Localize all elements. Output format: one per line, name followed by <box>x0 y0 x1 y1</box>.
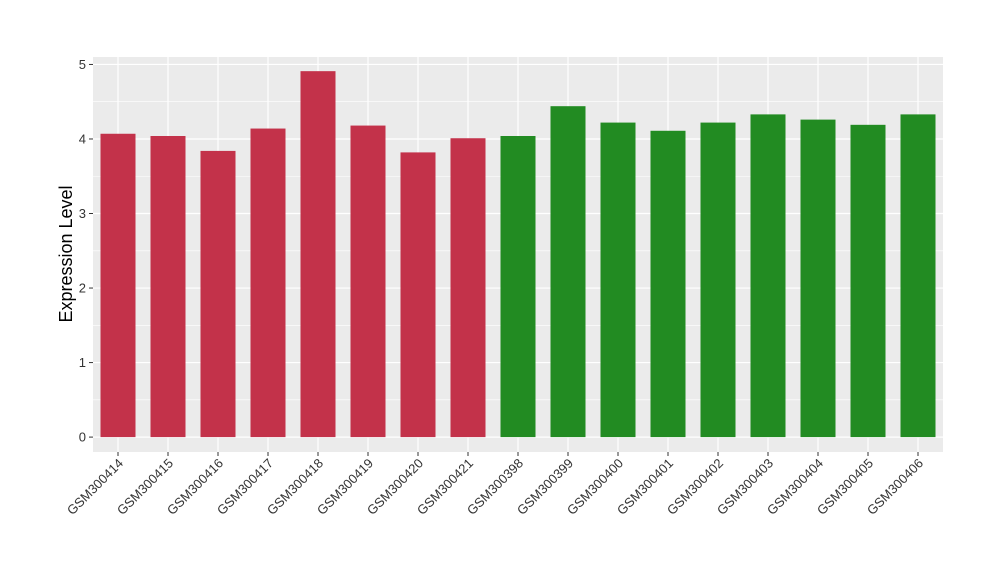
bar-GSM300415 <box>150 136 186 438</box>
bar-GSM300416 <box>200 150 236 438</box>
y-tick-label: 1 <box>79 355 86 370</box>
bar-GSM300419 <box>350 125 386 438</box>
y-tick-label: 4 <box>79 131 86 146</box>
bar-GSM300398 <box>500 136 536 438</box>
bar-GSM300399 <box>550 106 586 438</box>
bar-GSM300405 <box>850 124 886 438</box>
y-axis-title: Expression Level <box>56 185 76 322</box>
bar-GSM300417 <box>250 128 286 438</box>
bars-group <box>100 71 936 438</box>
bar-GSM300406 <box>900 114 936 438</box>
y-tick-label: 2 <box>79 281 86 296</box>
bar-GSM300404 <box>800 119 836 438</box>
y-tick-label: 5 <box>79 57 86 72</box>
bar-GSM300418 <box>300 71 336 438</box>
bar-GSM300400 <box>600 122 636 438</box>
bar-GSM300421 <box>450 138 486 438</box>
x-axis: GSM300414GSM300415GSM300416GSM300417GSM3… <box>64 452 926 518</box>
y-tick-label: 0 <box>79 430 86 445</box>
bar-GSM300403 <box>750 114 786 438</box>
y-tick-label: 3 <box>79 206 86 221</box>
bar-GSM300402 <box>700 122 736 438</box>
bar-GSM300401 <box>650 130 686 438</box>
bar-GSM300420 <box>400 152 436 438</box>
y-axis: 0 1 2 3 4 5 <box>79 57 93 445</box>
bar-GSM300414 <box>100 133 136 438</box>
